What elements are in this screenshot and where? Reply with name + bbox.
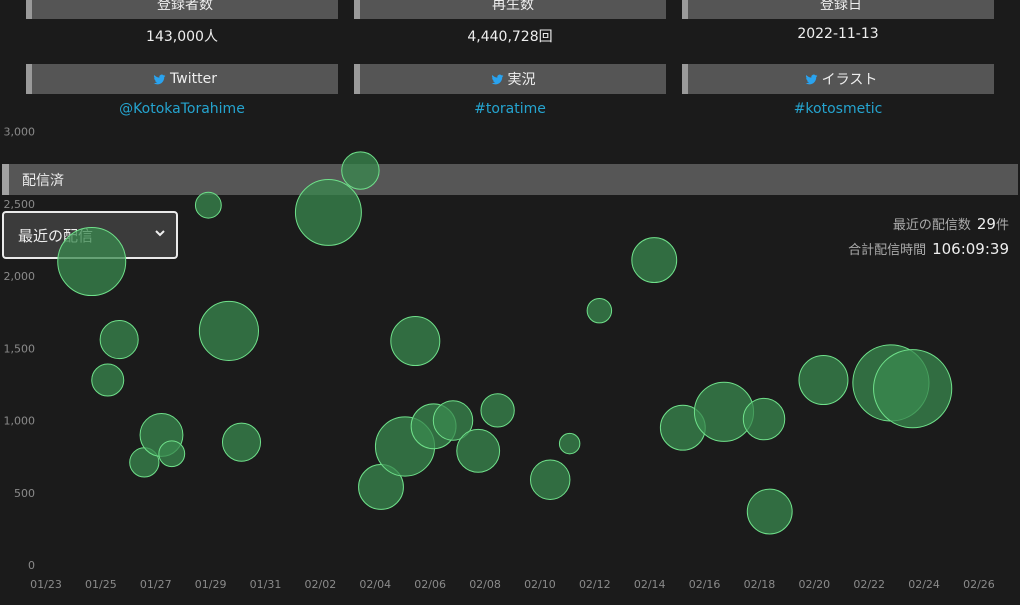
x-tick-label: 01/23 [30,578,62,591]
stream-bubble[interactable] [139,413,184,457]
subscribers-label: 登録者数 [157,0,213,13]
stream-bubble[interactable] [374,416,436,477]
x-tick-label: 02/18 [744,578,776,591]
stream-bubble[interactable] [659,404,706,451]
live-header: 実況 [354,64,666,94]
stream-bubble[interactable] [480,393,515,428]
x-tick-label: 02/12 [579,578,611,591]
x-tick-label: 02/10 [524,578,556,591]
stream-bubble[interactable] [558,432,581,455]
stream-bubble[interactable] [358,464,404,510]
stream-bubble[interactable] [798,355,849,406]
x-tick-label: 02/14 [634,578,666,591]
x-tick-label: 01/27 [140,578,172,591]
twitter-header: Twitter [26,64,338,94]
live-label: 実況 [507,72,536,88]
section-title: 配信済 [22,172,64,189]
x-tick-label: 02/16 [689,578,721,591]
twitter-label: Twitter [170,71,217,87]
stream-bubble[interactable] [221,422,262,462]
stream-bubble[interactable] [410,403,457,450]
x-tick-label: 01/29 [195,578,227,591]
stream-bubble[interactable] [456,428,501,473]
stream-filter-select[interactable]: 最近の配信 [2,211,178,259]
stream-count-value: 29 [976,215,996,233]
stream-bubble[interactable] [529,459,571,500]
stream-bubble[interactable] [693,381,755,442]
x-tick-label: 02/02 [305,578,337,591]
chevron-down-icon [155,230,165,237]
total-time-value: 106:09:39 [932,240,1009,258]
subscribers-header: 登録者数 [26,0,338,19]
stream-bubble[interactable] [158,440,186,468]
views-label: 再生数 [492,0,534,13]
views-value: 4,440,728回 [467,29,553,45]
x-tick-label: 02/20 [798,578,830,591]
stream-bubble[interactable] [390,316,441,367]
y-tick-label: 1,000 [4,415,36,428]
x-tick-label: 02/04 [359,578,391,591]
total-time-summary: 合計配信時間 106:09:39 [848,239,1009,258]
x-tick-label: 02/06 [414,578,446,591]
x-tick-label: 01/25 [85,578,117,591]
y-tick-label: 3,000 [4,126,36,139]
stream-bubble[interactable] [194,191,222,219]
x-tick-label: 02/22 [853,578,885,591]
views-header: 再生数 [354,0,666,19]
stream-bubble[interactable] [852,344,930,422]
stream-bubble[interactable] [742,397,786,441]
stream-bubble[interactable] [198,300,260,361]
stream-filter-value: 最近の配信 [18,226,94,245]
x-tick-label: 02/08 [469,578,501,591]
stream-count-summary: 最近の配信数 29件 [893,214,1009,233]
registered-header: 登録日 [682,0,994,19]
twitter-icon [805,74,818,84]
illust-label: イラスト [821,72,878,88]
x-tick-label: 02/26 [963,578,995,591]
registered-label: 登録日 [820,0,862,13]
stream-bubble[interactable] [873,349,953,429]
twitter-icon [491,74,503,84]
stream-count-unit: 件 [995,218,1009,233]
y-tick-label: 500 [14,487,35,500]
live-hashtag-link[interactable]: #toratime [474,101,546,117]
total-time-label: 合計配信時間 [848,243,927,258]
y-tick-label: 0 [28,559,35,572]
stream-bubble[interactable] [432,400,474,441]
subscribers-value: 143,000人 [146,29,218,45]
y-tick-label: 2,000 [4,270,36,283]
stream-bubble[interactable] [631,237,678,284]
stream-bubble[interactable] [99,320,139,360]
stream-bubble[interactable] [746,488,793,535]
stream-count-label: 最近の配信数 [892,218,971,233]
illust-hashtag-link[interactable]: #kotosmetic [793,101,883,117]
y-tick-label: 2,500 [4,198,36,211]
illust-header: イラスト [682,64,994,94]
stream-bubble[interactable] [586,297,613,324]
x-tick-label: 02/24 [908,578,940,591]
y-tick-label: 1,500 [4,342,36,355]
x-tick-label: 01/31 [250,578,282,591]
section-header: 配信済 [2,164,1018,195]
twitter-handle-link[interactable]: @KotokaTorahime [119,101,245,117]
registered-value: 2022-11-13 [797,26,879,42]
twitter-icon [153,74,166,84]
stream-bubble[interactable] [129,447,160,478]
stream-bubble[interactable] [91,363,125,397]
